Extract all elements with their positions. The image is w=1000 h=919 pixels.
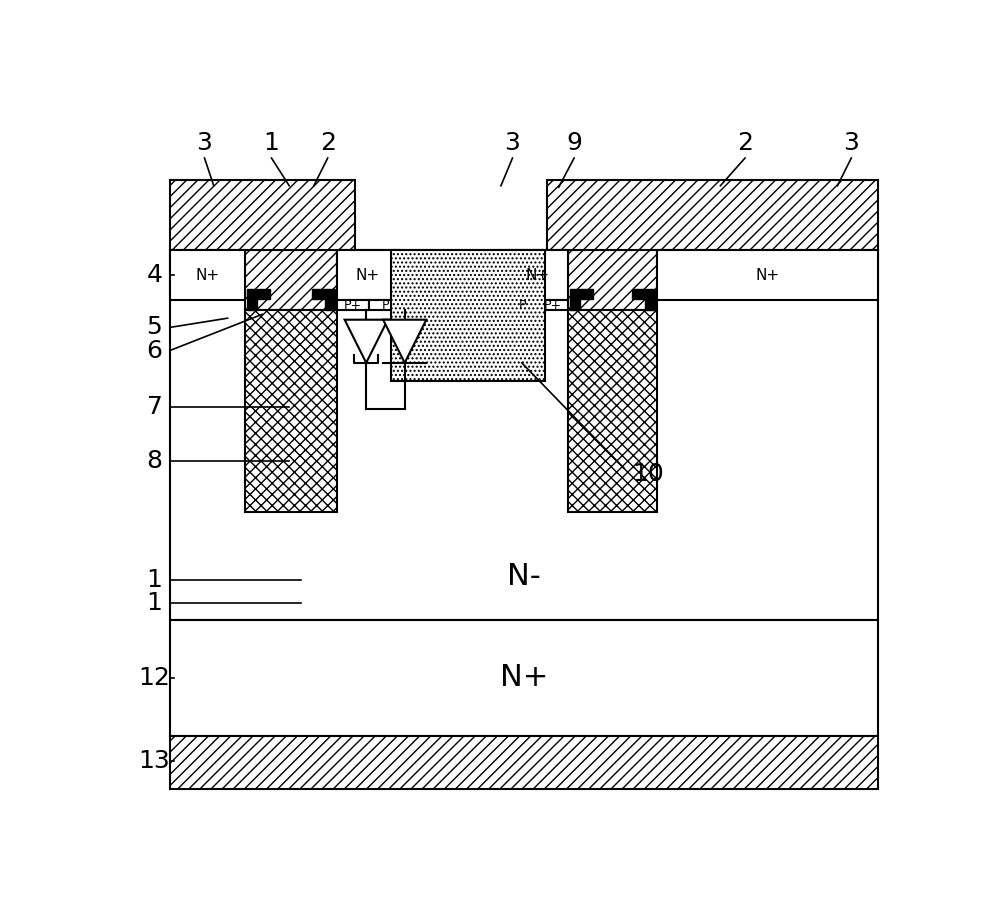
Bar: [170, 250, 878, 620]
Text: 7: 7: [147, 395, 162, 419]
Text: P+: P+: [344, 299, 362, 312]
Text: 5: 5: [147, 315, 162, 339]
Text: N+: N+: [756, 268, 780, 283]
Text: P: P: [382, 299, 389, 312]
Text: 9: 9: [566, 130, 582, 154]
Bar: [337, 301, 369, 311]
Text: 1: 1: [264, 130, 279, 154]
Bar: [170, 735, 878, 789]
Text: 6: 6: [146, 338, 162, 362]
Polygon shape: [345, 320, 388, 363]
Polygon shape: [632, 289, 655, 311]
Bar: [245, 250, 337, 311]
Text: 3: 3: [843, 130, 859, 154]
Polygon shape: [247, 289, 270, 311]
Text: N+: N+: [356, 268, 380, 283]
Text: N+: N+: [195, 268, 219, 283]
Text: P+: P+: [544, 299, 562, 312]
Bar: [568, 311, 657, 512]
Bar: [170, 620, 878, 735]
Bar: [657, 250, 878, 301]
Bar: [337, 250, 399, 301]
Text: 12: 12: [139, 665, 170, 690]
Bar: [170, 179, 355, 250]
Polygon shape: [312, 289, 335, 311]
Text: P: P: [519, 299, 526, 312]
Bar: [547, 179, 878, 250]
Text: 4: 4: [146, 264, 162, 288]
Text: 10: 10: [632, 461, 664, 486]
Bar: [568, 250, 657, 311]
Bar: [391, 250, 545, 381]
Text: 13: 13: [139, 749, 170, 773]
Text: 3: 3: [197, 130, 212, 154]
Bar: [245, 311, 337, 512]
Bar: [369, 301, 402, 311]
Text: N-: N-: [507, 562, 541, 591]
Bar: [539, 301, 568, 311]
Text: 2: 2: [737, 130, 753, 154]
Text: 8: 8: [146, 448, 162, 472]
Text: 1: 1: [147, 591, 162, 615]
Text: N+: N+: [500, 664, 548, 692]
Polygon shape: [383, 320, 426, 363]
Bar: [506, 250, 568, 301]
Polygon shape: [570, 289, 593, 311]
Text: 2: 2: [320, 130, 336, 154]
Bar: [170, 250, 245, 301]
Bar: [506, 301, 539, 311]
Text: 3: 3: [505, 130, 520, 154]
Text: N+: N+: [525, 268, 549, 283]
Text: 1: 1: [147, 568, 162, 592]
